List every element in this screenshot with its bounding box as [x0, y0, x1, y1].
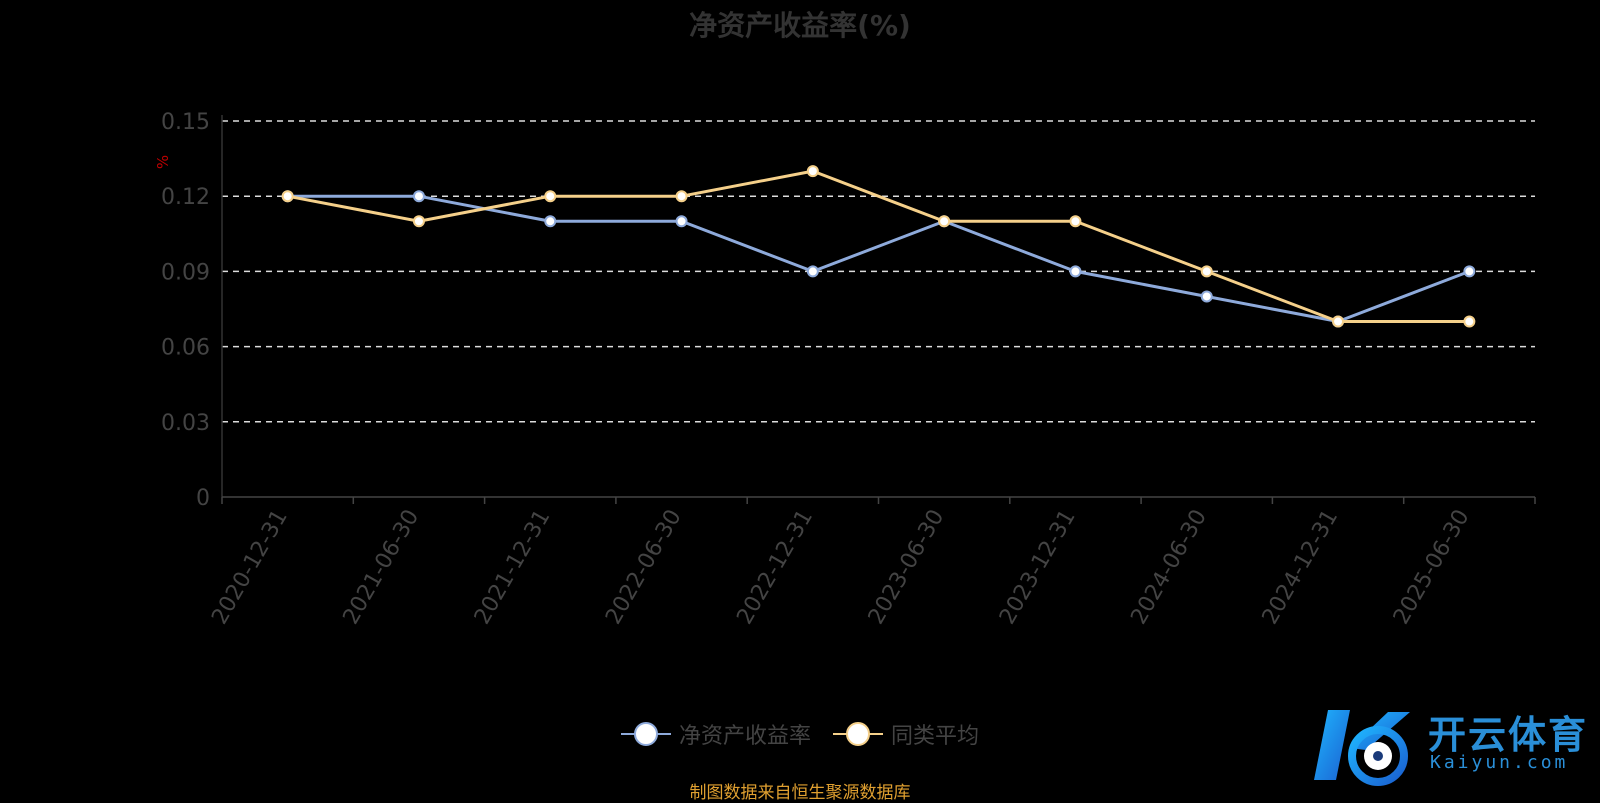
legend-swatch-peer-average: [833, 722, 883, 746]
kaiyun-logo-icon: [1314, 710, 1410, 786]
x-tick-label: 2023-12-31: [995, 506, 1081, 629]
x-tick-label: 2024-12-31: [1258, 506, 1344, 629]
legend: 净资产收益率 同类平均: [0, 718, 1600, 750]
legend-label-peer-average: 同类平均: [891, 724, 980, 749]
watermark-logo: 开云体育 Kaiyun.com: [1310, 700, 1590, 790]
grid-lines: [222, 120, 1535, 423]
series: [281, 165, 1476, 328]
legend-item-peer-average[interactable]: 同类平均: [833, 718, 979, 750]
data-point: [281, 190, 294, 203]
watermark-sub: Kaiyun.com: [1430, 752, 1569, 773]
data-point: [544, 190, 557, 203]
data-point: [412, 190, 425, 203]
y-tick-label: 0.06: [161, 336, 210, 361]
data-point: [544, 215, 557, 228]
data-point: [938, 215, 951, 228]
data-point: [1200, 290, 1213, 303]
legend-item-roe[interactable]: 净资产收益率: [620, 718, 811, 750]
source-note: 制图数据来自恒生聚源数据库: [689, 783, 911, 803]
series-line: [287, 169, 1470, 324]
data-point: [675, 190, 688, 203]
data-point: [1463, 265, 1476, 278]
data-point: [1200, 265, 1213, 278]
data-point: [1069, 265, 1082, 278]
y-tick-label: 0.15: [161, 110, 210, 135]
x-tick-label: 2022-06-30: [601, 506, 687, 629]
chart-title: 净资产收益率(%): [689, 9, 911, 42]
x-tick-label: 2024-06-30: [1126, 506, 1212, 629]
data-point: [1463, 315, 1476, 328]
data-point: [1069, 215, 1082, 228]
x-tick-label: 2023-06-30: [864, 506, 950, 629]
y-tick-label: 0.12: [161, 185, 210, 210]
x-tick-label: 2022-12-31: [732, 506, 818, 629]
data-point: [675, 215, 688, 228]
y-axis-unit: %: [154, 155, 172, 169]
legend-label-roe: 净资产收益率: [678, 724, 811, 749]
x-tick-label: 2021-06-30: [339, 506, 425, 629]
legend-swatch-roe: [620, 722, 671, 746]
data-point: [806, 265, 819, 278]
y-tick-label: 0: [196, 486, 210, 511]
x-tick-label: 2021-12-31: [470, 506, 556, 629]
x-tick-label: 2025-06-30: [1389, 506, 1475, 629]
data-point: [412, 215, 425, 228]
y-tick-label: 0.03: [161, 411, 210, 436]
axes: 0 0.03 0.06 0.09 0.12 0.15% 2020-12-31 2021-06-…: [154, 110, 1536, 629]
y-tick-label: 0.09: [161, 260, 210, 285]
data-point: [1332, 315, 1345, 328]
watermark-text: 开云体育: [1428, 713, 1589, 757]
x-tick-label: 2020-12-31: [207, 506, 293, 629]
series-peer-average: [281, 165, 1476, 328]
data-point: [806, 165, 819, 178]
